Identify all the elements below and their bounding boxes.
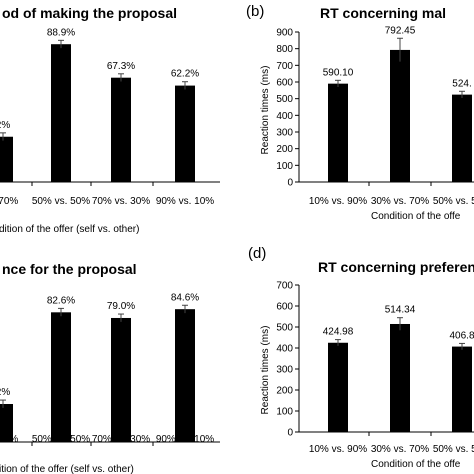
panel-b-label: (b)	[246, 3, 264, 20]
c-data-label: 2%	[0, 387, 10, 398]
b-data-label: 590.10	[323, 67, 354, 78]
b-category-label: 50% vs. 50%	[433, 196, 474, 207]
b-bar	[328, 83, 348, 182]
b-y-tick-label: 100	[276, 161, 293, 172]
c-bar	[51, 312, 71, 442]
d-category-label: 30% vs. 70%	[371, 444, 429, 455]
b-y-tick-label: 0	[287, 178, 293, 189]
c-bar	[111, 317, 131, 442]
b-y-tick-label: 800	[276, 44, 293, 55]
b-category-label: 10% vs. 90%	[309, 196, 367, 207]
d-y-tick-label: 500	[276, 323, 293, 334]
b-bar	[452, 94, 472, 182]
b-y-tick-label: 400	[276, 111, 293, 122]
b-y-tick-label: 200	[276, 144, 293, 155]
c-bar	[175, 309, 195, 442]
panel-d: (d) RT concerning preferen Reaction time…	[248, 245, 474, 470]
b-y-tick-label: 600	[276, 78, 293, 89]
c-category-label: 90% vs. 10%	[156, 434, 214, 445]
panel-d-xlabel: Condition of the offe	[371, 459, 461, 470]
d-y-tick-label: 600	[276, 302, 293, 313]
b-data-label: 792.45	[385, 25, 416, 36]
d-y-tick-label: 0	[287, 428, 293, 439]
b-bar	[390, 49, 410, 182]
d-data-label: 424.98	[323, 327, 354, 338]
b-y-tick-label: 300	[276, 128, 293, 139]
c-category-label: 50% vs. 50%	[32, 434, 90, 445]
d-bar	[452, 346, 472, 432]
a-category-label: 70% vs. 30%	[92, 196, 150, 207]
d-data-label: 514.34	[385, 305, 416, 316]
d-y-tick-label: 200	[276, 386, 293, 397]
a-bar	[111, 77, 131, 182]
b-y-tick-label: 500	[276, 94, 293, 105]
panel-c-title: nce for the proposal	[2, 261, 137, 277]
a-category-label: 50% vs. 50%	[32, 196, 90, 207]
c-category-label: s. 70%	[0, 434, 18, 445]
d-category-label: 50% vs. 50%	[433, 444, 474, 455]
a-data-label: 88.9%	[47, 27, 75, 38]
d-bar	[390, 323, 410, 432]
b-data-label: 524.	[452, 78, 471, 89]
a-data-label: 62.2%	[171, 69, 199, 80]
panel-a-title: od of making the proposal	[2, 5, 177, 21]
panel-d-ylabel: Reaction times (ms)	[260, 326, 271, 415]
c-bar	[0, 404, 13, 442]
panel-b-title: RT concerning mal	[320, 5, 446, 21]
panel-a-xlabel: dition of the offer (self vs. other)	[0, 224, 139, 235]
c-data-label: 79.0%	[107, 301, 135, 312]
a-bar	[51, 44, 71, 182]
d-y-tick-label: 300	[276, 365, 293, 376]
a-bar	[175, 85, 195, 182]
d-bar	[328, 342, 348, 432]
c-data-label: 82.6%	[47, 295, 75, 306]
panel-b-xlabel: Condition of the offe	[371, 211, 461, 222]
panel-b-ylabel: Reaction times (ms)	[260, 66, 271, 155]
a-category-label: 90% vs. 10%	[156, 196, 214, 207]
panel-d-label: (d)	[248, 245, 266, 262]
panel-d-title: RT concerning preferen	[318, 259, 474, 275]
panel-c: nce for the proposal ition of the offer …	[0, 261, 220, 474]
a-data-label: 67.3%	[107, 61, 135, 72]
c-category-label: 70% vs. 30%	[92, 434, 150, 445]
b-y-tick-label: 700	[276, 61, 293, 72]
a-data-label: 2%	[0, 120, 10, 131]
d-category-label: 10% vs. 90%	[309, 444, 367, 455]
b-category-label: 30% vs. 70%	[371, 196, 429, 207]
d-y-tick-label: 100	[276, 407, 293, 418]
a-bar	[0, 136, 13, 182]
panel-b: (b) RT concerning mal Reaction times (ms…	[246, 3, 474, 222]
b-y-tick-label: 900	[276, 28, 293, 39]
d-data-label: 406.8	[449, 330, 474, 341]
a-category-label: s. 70%	[0, 196, 18, 207]
d-y-tick-label: 400	[276, 344, 293, 355]
panel-c-xlabel: ition of the offer (self vs. other)	[0, 464, 134, 474]
d-y-tick-label: 700	[276, 281, 293, 292]
panel-a: od of making the proposal dition of the …	[0, 5, 220, 235]
c-data-label: 84.6%	[171, 292, 199, 303]
